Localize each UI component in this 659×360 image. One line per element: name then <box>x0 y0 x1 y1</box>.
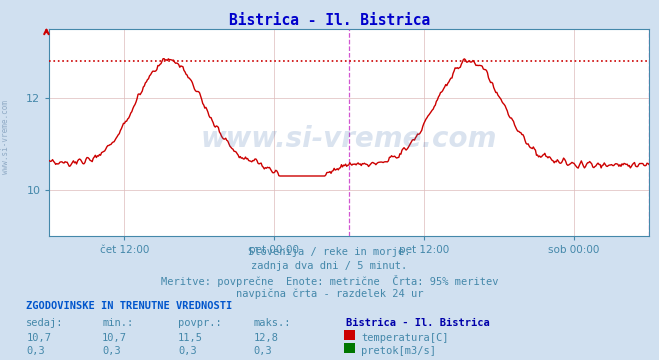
Text: 0,3: 0,3 <box>102 346 121 356</box>
Text: min.:: min.: <box>102 318 133 328</box>
Text: 0,3: 0,3 <box>178 346 196 356</box>
Text: 0,3: 0,3 <box>254 346 272 356</box>
Text: www.si-vreme.com: www.si-vreme.com <box>201 125 498 153</box>
Text: Bistrica - Il. Bistrica: Bistrica - Il. Bistrica <box>346 318 490 328</box>
Text: 11,5: 11,5 <box>178 333 203 343</box>
Text: Bistrica - Il. Bistrica: Bistrica - Il. Bistrica <box>229 13 430 28</box>
Text: ZGODOVINSKE IN TRENUTNE VREDNOSTI: ZGODOVINSKE IN TRENUTNE VREDNOSTI <box>26 301 233 311</box>
Text: 10,7: 10,7 <box>102 333 127 343</box>
Text: navpična črta - razdelek 24 ur: navpična črta - razdelek 24 ur <box>236 289 423 299</box>
Text: Slovenija / reke in morje.: Slovenija / reke in morje. <box>248 247 411 257</box>
Text: maks.:: maks.: <box>254 318 291 328</box>
Text: www.si-vreme.com: www.si-vreme.com <box>1 100 10 174</box>
Text: sedaj:: sedaj: <box>26 318 64 328</box>
Text: 10,7: 10,7 <box>26 333 51 343</box>
Text: zadnja dva dni / 5 minut.: zadnja dva dni / 5 minut. <box>251 261 408 271</box>
Text: 12,8: 12,8 <box>254 333 279 343</box>
Text: povpr.:: povpr.: <box>178 318 221 328</box>
Text: Meritve: povprečne  Enote: metrične  Črta: 95% meritev: Meritve: povprečne Enote: metrične Črta:… <box>161 275 498 287</box>
Text: pretok[m3/s]: pretok[m3/s] <box>361 346 436 356</box>
Text: 0,3: 0,3 <box>26 346 45 356</box>
Text: temperatura[C]: temperatura[C] <box>361 333 449 343</box>
